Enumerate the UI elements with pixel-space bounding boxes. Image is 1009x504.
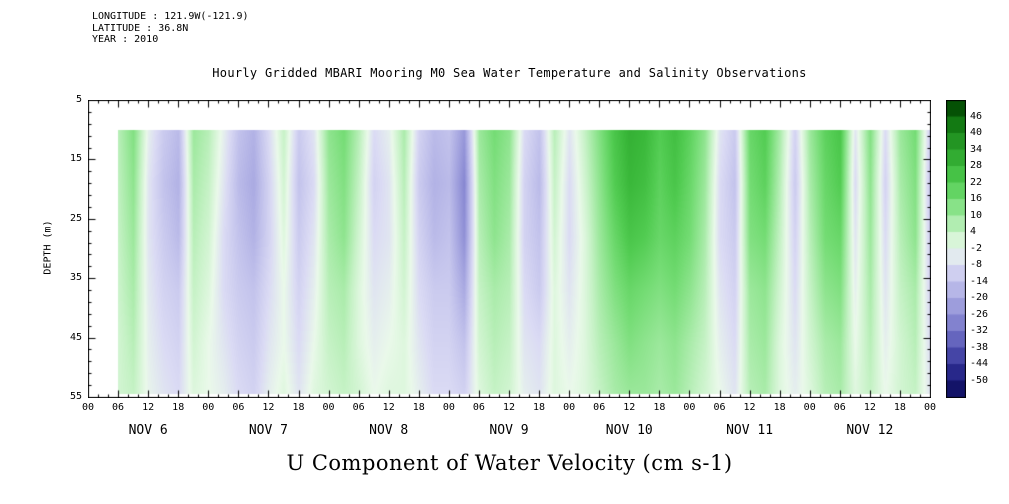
metadata-block: LONGITUDE : 121.9W(-121.9) LATITUDE : 36… [92, 11, 249, 46]
x-date-label: NOV 9 [489, 423, 529, 438]
y-tick-label: 35 [69, 272, 82, 284]
x-hour-tick-label: 00 [442, 402, 455, 413]
colorbar-tick-label: 4 [970, 226, 977, 237]
x-hour-tick-label: 12 [623, 402, 636, 413]
colorbar-tick-label: -20 [970, 292, 989, 303]
colorbar-tick-label: -50 [970, 374, 989, 386]
x-hour-tick-label: 06 [472, 402, 485, 413]
y-tick-label: 5 [75, 94, 82, 105]
x-hour-tick-label: 12 [382, 402, 395, 413]
x-hour-tick-label: 12 [743, 402, 756, 413]
colorbar-tick-label: -14 [970, 275, 989, 287]
colorbar-tick-label: 46 [970, 110, 983, 122]
x-hour-tick-label: 12 [863, 402, 876, 413]
x-hour-tick-label: 12 [142, 402, 155, 413]
colorbar-tick-label: 16 [970, 193, 983, 204]
x-hour-tick-label: 00 [563, 402, 576, 413]
x-hour-tick-label: 00 [81, 402, 95, 413]
x-date-label: NOV 6 [128, 423, 168, 438]
x-hour-tick-label: 06 [352, 402, 365, 413]
x-hour-tick-label: 18 [292, 402, 305, 413]
x-hour-tick-label: 18 [893, 402, 906, 413]
x-hour-tick-label: 06 [112, 402, 125, 413]
y-tick-label: 15 [69, 153, 82, 165]
y-tick-label: 25 [69, 212, 82, 224]
y-tick-label: 45 [69, 331, 82, 343]
x-date-label: NOV 10 [605, 423, 653, 438]
x-hour-tick-label: 18 [773, 402, 786, 413]
x-hour-tick-label: 00 [202, 402, 215, 413]
x-hour-tick-label: 00 [923, 402, 937, 413]
colorbar-tick-label: 34 [970, 143, 983, 155]
x-hour-tick-label: 12 [502, 402, 516, 413]
x-hour-tick-label: 06 [833, 402, 846, 413]
colorbar-tick-label: -26 [970, 308, 989, 320]
x-axis-title: U Component of Water Velocity (cm s-1) [286, 451, 733, 475]
colorbar-canvas [946, 100, 966, 398]
y-tick-label: 55 [69, 391, 82, 402]
x-date-label: NOV 11 [726, 423, 774, 438]
x-date-label: NOV 7 [248, 423, 288, 438]
colorbar-tick-label: 22 [970, 176, 983, 188]
x-hour-tick-label: 18 [172, 402, 185, 413]
x-hour-tick-label: 06 [713, 402, 726, 413]
longitude-text: LONGITUDE : 121.9W(-121.9) [92, 11, 249, 22]
x-hour-tick-label: 00 [803, 402, 816, 413]
x-hour-tick-label: 00 [683, 402, 696, 413]
x-hour-tick-label: 18 [653, 402, 666, 413]
x-hour-tick-label: 12 [262, 402, 275, 413]
colorbar-tick-label: -8 [970, 259, 983, 270]
x-hour-tick-label: 06 [232, 402, 245, 413]
colorbar-tick-label: 10 [970, 209, 983, 221]
colorbar-tick-label: -2 [970, 242, 983, 254]
y-axis-title: DEPTH (m) [42, 220, 54, 275]
chart-title: Hourly Gridded MBARI Mooring M0 Sea Wate… [212, 66, 807, 80]
x-date-label: NOV 12 [846, 423, 894, 438]
colorbar-tick-label: -38 [970, 341, 989, 353]
colorbar-tick-label: 40 [970, 127, 983, 138]
colorbar-tick-label: -44 [970, 358, 989, 369]
x-hour-tick-label: 18 [412, 402, 425, 413]
year-text: YEAR : 2010 [92, 34, 159, 45]
x-hour-tick-label: 06 [593, 402, 606, 413]
colorbar-tick-label: 28 [970, 160, 983, 171]
heatmap-canvas [88, 100, 931, 398]
latitude-text: LATITUDE : 36.8N [92, 22, 189, 34]
x-hour-tick-label: 18 [533, 402, 546, 413]
x-date-label: NOV 8 [369, 423, 409, 438]
colorbar-tick-label: -32 [970, 325, 989, 336]
x-hour-tick-label: 00 [322, 402, 335, 413]
